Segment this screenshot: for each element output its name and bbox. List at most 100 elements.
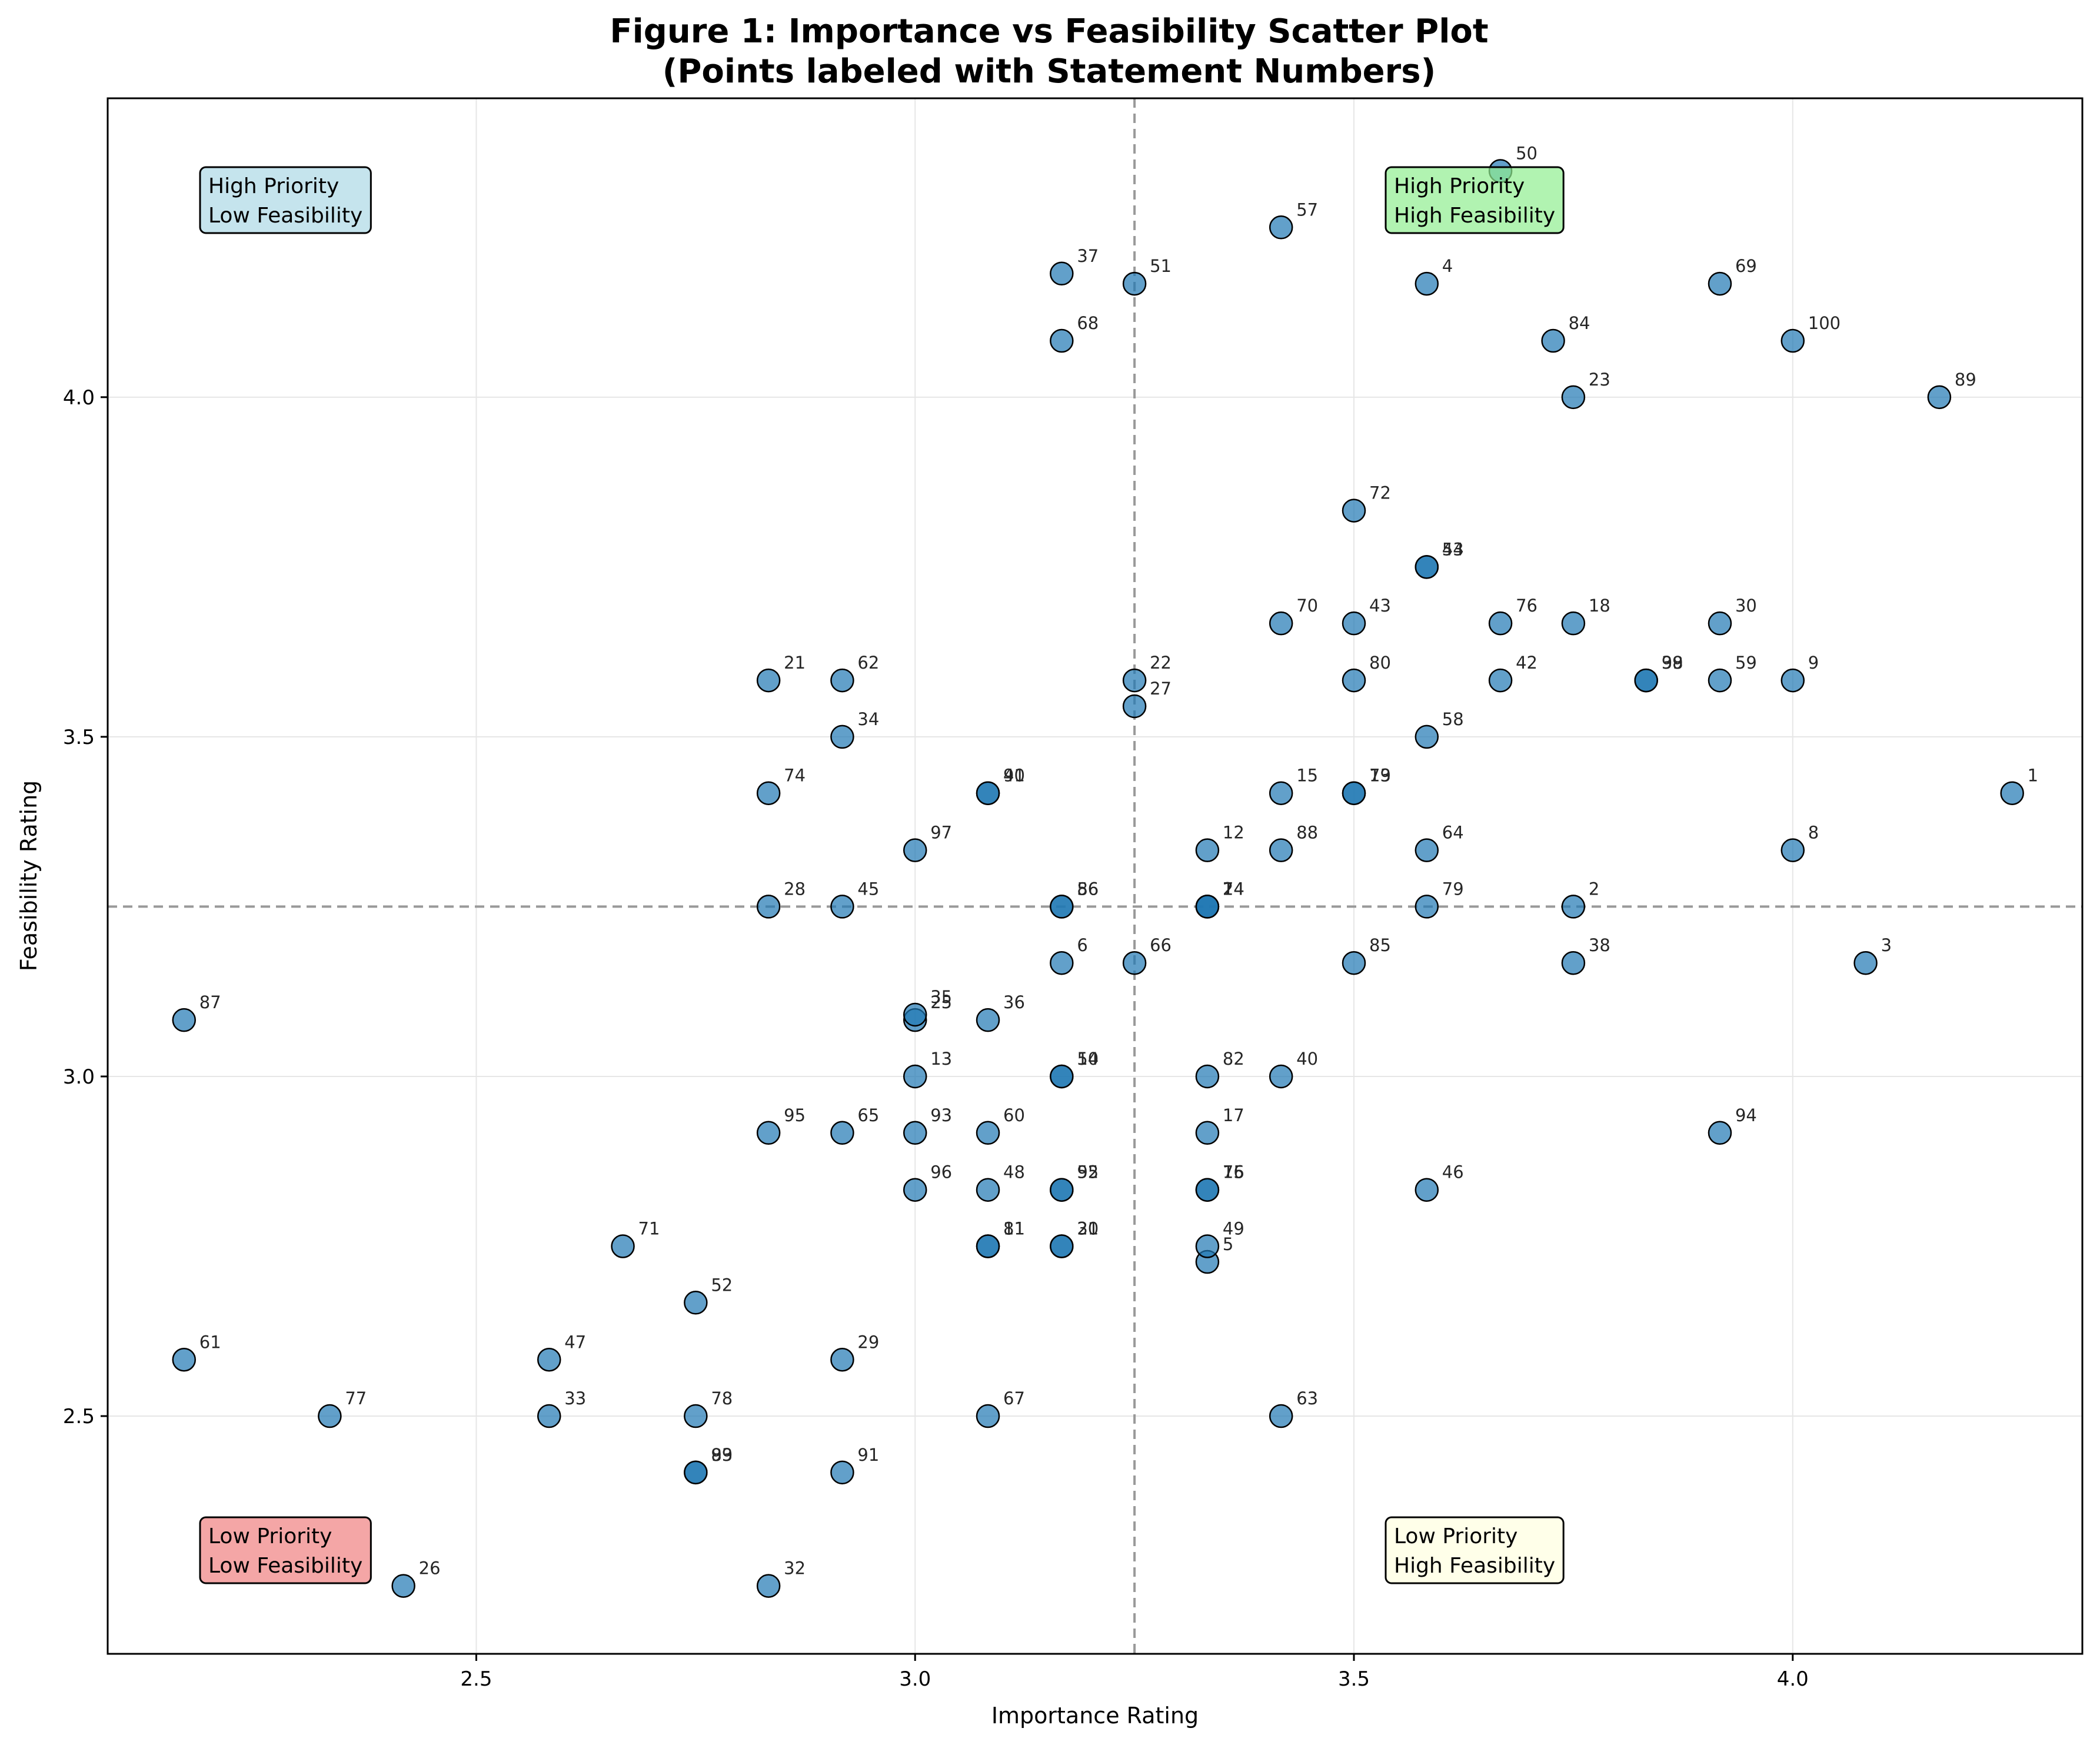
point-label: 82 [1223, 1049, 1244, 1069]
chart-subtitle: (Points labeled with Statement Numbers) [663, 52, 1436, 91]
point-label: 23 [1589, 370, 1610, 390]
quadrant-line-2: High Feasibility [1394, 204, 1555, 228]
quadrant-line-1: High Priority [1394, 174, 1525, 198]
point-label: 99 [711, 1445, 733, 1465]
data-point [1050, 1234, 1074, 1258]
point-label: 64 [1442, 823, 1464, 843]
point-label: 13 [930, 1049, 952, 1069]
quadrant-box [1385, 166, 1565, 234]
data-point [684, 1460, 708, 1485]
point-label: 37 [1077, 246, 1099, 266]
x-tick-label: 3.5 [1338, 1667, 1370, 1691]
point-label: 28 [784, 879, 806, 899]
point-label: 52 [711, 1275, 733, 1295]
data-point [1269, 781, 1293, 805]
data-point [1050, 261, 1074, 286]
point-label: 100 [1808, 313, 1841, 333]
point-label: 7 [1223, 879, 1233, 899]
data-point [1342, 781, 1366, 805]
data-point [1634, 668, 1658, 693]
point-label: 36 [1003, 992, 1025, 1012]
data-point [1050, 895, 1074, 919]
data-point [903, 1178, 927, 1202]
point-label: 84 [1569, 313, 1590, 333]
y-axis-label: Feasibility Rating [16, 780, 42, 972]
point-label: 2 [1589, 879, 1599, 899]
quadrant-annotations: High Priority Low Feasibility High Priorit… [199, 166, 1565, 1584]
data-point [1122, 951, 1147, 975]
point-label: 86 [1077, 879, 1099, 899]
point-label: 51 [1150, 256, 1172, 276]
data-point [1195, 1234, 1220, 1258]
data-point [318, 1404, 342, 1428]
point-label: 60 [1003, 1105, 1025, 1125]
data-point [1342, 611, 1366, 636]
point-label: 96 [930, 1162, 952, 1182]
quadrant-box [1385, 1516, 1565, 1584]
data-point [976, 1404, 1000, 1428]
reference-lines [108, 98, 2082, 1654]
point-label: 22 [1150, 653, 1172, 673]
data-point [1195, 1178, 1220, 1202]
point-label: 6 [1077, 935, 1087, 955]
point-label: 62 [857, 653, 879, 673]
point-label: 63 [1296, 1388, 1318, 1408]
data-point [830, 1121, 854, 1145]
data-point [1708, 611, 1732, 636]
y-tick-label: 2.5 [63, 1405, 95, 1428]
point-label: 27 [1150, 679, 1172, 699]
data-point [830, 668, 854, 693]
quadrant-label-top-right: High Priority High Feasibility [1385, 166, 1565, 234]
quadrant-line-2: Low Feasibility [208, 204, 362, 228]
data-point [903, 1002, 927, 1027]
point-label: 42 [1516, 653, 1537, 673]
point-label: 57 [1296, 200, 1318, 220]
point-label: 12 [1223, 823, 1244, 843]
data-point [830, 895, 854, 919]
point-label: 98 [1662, 653, 1683, 673]
point-label: 65 [857, 1105, 879, 1125]
data-point [537, 1404, 561, 1428]
point-label: 44 [1442, 539, 1464, 559]
point-label: 8 [1808, 823, 1819, 843]
point-label: 5 [1223, 1234, 1233, 1254]
data-point [391, 1574, 415, 1598]
data-point [1415, 555, 1439, 579]
data-point [1342, 499, 1366, 523]
point-label: 54 [1077, 1049, 1099, 1069]
data-point [903, 838, 927, 862]
point-label: 39 [1662, 653, 1683, 673]
quadrant-line-1: Low Priority [1394, 1524, 1517, 1548]
point-label: 90 [1003, 766, 1025, 786]
point-label: 33 [564, 1388, 586, 1408]
point-label: 40 [1296, 1049, 1318, 1069]
plot-frame [107, 97, 2084, 1655]
quadrant-box [199, 166, 372, 234]
data-point [1269, 838, 1293, 862]
point-label: 93 [930, 1105, 952, 1125]
data-point [756, 668, 781, 693]
data-point [1415, 838, 1439, 862]
point-label: 56 [1077, 879, 1099, 899]
quadrant-line-1: High Priority [208, 174, 339, 198]
point-label: 71 [638, 1219, 660, 1239]
data-point [903, 1064, 927, 1089]
point-label: 79 [1442, 879, 1464, 899]
data-point [1561, 611, 1586, 636]
quadrant-label-bottom-left: Low Priority Low Feasibility [199, 1516, 372, 1584]
data-point [1927, 385, 1952, 410]
data-point [684, 1291, 708, 1315]
point-label: 58 [1442, 709, 1464, 729]
data-point [1708, 1121, 1732, 1145]
point-label: 38 [1589, 935, 1610, 955]
y-tick-label: 4.0 [63, 386, 95, 410]
point-label: 1 [2028, 766, 2038, 786]
data-point [976, 1234, 1000, 1258]
data-point [1122, 271, 1147, 296]
point-label: 24 [1223, 879, 1244, 899]
x-tick-label: 3.0 [899, 1667, 931, 1691]
data-point [1195, 1121, 1220, 1145]
data-point [1195, 838, 1220, 862]
